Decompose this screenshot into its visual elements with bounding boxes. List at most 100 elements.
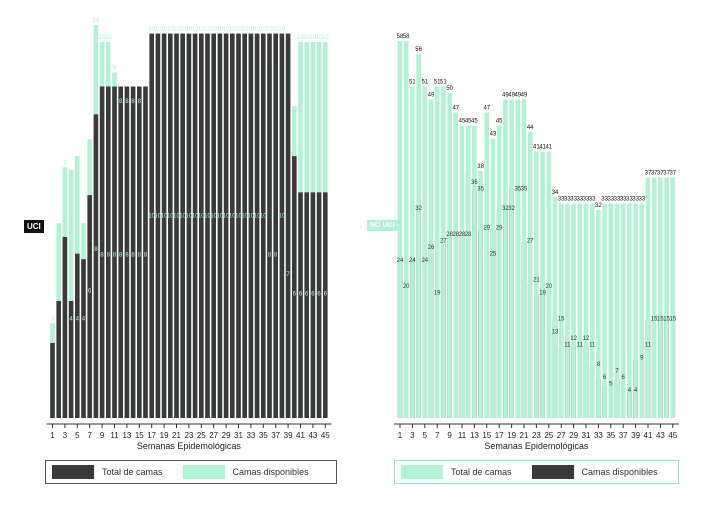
data-label: 4	[82, 317, 86, 323]
data-label: 10	[223, 213, 230, 219]
data-label: 32	[415, 206, 422, 212]
bar-total-w7	[87, 195, 92, 418]
x-tick-label: 1	[398, 431, 403, 440]
bar-total-w39	[633, 203, 638, 418]
data-label: 37	[651, 171, 658, 177]
x-tick-label: 37	[619, 431, 628, 440]
bar-total-w22	[527, 132, 533, 418]
x-tick-label: 23	[532, 431, 541, 440]
bar-total-w35	[608, 203, 614, 418]
bar-total-w18	[503, 99, 508, 418]
x-tick-label: 43	[656, 431, 665, 440]
data-label: 10	[179, 27, 186, 33]
bar-total-w35	[261, 33, 266, 418]
bar-total-w40	[639, 203, 645, 418]
bar-total-w45	[323, 192, 328, 418]
bar-total-w20	[515, 99, 521, 418]
x-tick-label: 33	[594, 431, 603, 440]
bar-total-w10	[106, 86, 111, 418]
x-tick-label: 45	[668, 431, 677, 440]
data-label: 33	[576, 197, 583, 203]
data-label: 10	[217, 27, 224, 33]
bar-total-w19	[509, 99, 514, 418]
bar-total-w12	[118, 86, 123, 418]
data-label: 8	[94, 247, 98, 253]
x-axis-title: Semanas Epidemológicas	[484, 441, 589, 451]
x-tick-label: 19	[507, 431, 516, 440]
data-label: 7	[63, 160, 67, 166]
bar-total-w5	[75, 253, 80, 418]
data-label: 11	[564, 343, 571, 349]
legend-swatch-total	[401, 465, 443, 479]
x-tick-label: 27	[557, 431, 566, 440]
bar-total-w16	[143, 86, 148, 418]
data-label: 20	[403, 284, 410, 290]
legend-label-total: Total de camas	[102, 467, 163, 477]
data-label: 37	[657, 171, 664, 177]
legend-right: Total de camas Camas disponibles	[394, 460, 679, 484]
x-tick-label: 19	[160, 431, 169, 440]
data-label: 35	[521, 187, 528, 193]
bar-total-w12	[465, 125, 471, 418]
data-label: 10	[167, 213, 174, 219]
data-label: 51	[440, 80, 447, 86]
bar-total-w21	[174, 33, 179, 418]
data-label: 9	[113, 66, 117, 72]
data-label: 45	[496, 119, 503, 125]
bar-total-w2	[403, 41, 409, 418]
bar-total-w32	[242, 33, 247, 418]
data-label: 10	[248, 27, 255, 33]
x-tick-label: 13	[122, 431, 131, 440]
bar-total-w21	[521, 99, 527, 418]
data-label: 10	[248, 213, 255, 219]
data-label: 10	[186, 27, 193, 33]
data-label: 49	[502, 93, 509, 99]
data-label: 3	[51, 316, 55, 322]
x-tick-label: 25	[544, 431, 553, 440]
data-label: 41	[545, 145, 552, 151]
data-label: 43	[490, 132, 497, 138]
legend-left: Total de camas Camas disponibles	[45, 460, 337, 484]
data-label: 7	[76, 163, 80, 169]
data-label: 10	[204, 27, 211, 33]
data-label: 56	[415, 47, 422, 53]
data-label: 12	[583, 336, 590, 342]
data-label: 29	[483, 226, 490, 232]
bar-total-w27	[558, 203, 564, 418]
data-label: 10	[266, 27, 273, 33]
data-label: 51	[421, 80, 428, 86]
bar-total-w36	[267, 33, 272, 418]
bar-disponibles-w4	[68, 170, 74, 418]
x-axis-title: Semanas Epidemológicas	[137, 441, 242, 451]
bar-total-w29	[223, 33, 229, 418]
bar-total-w3	[410, 86, 415, 418]
legend-label-total: Total de camas	[451, 467, 512, 477]
x-tick-label: 31	[234, 431, 243, 440]
bar-total-w33	[248, 33, 254, 418]
data-label: 10	[279, 213, 286, 219]
bar-total-w4	[68, 301, 74, 418]
bar-total-w44	[316, 192, 322, 418]
x-tick-label: 41	[644, 431, 653, 440]
data-label: 4	[57, 297, 61, 303]
data-label: 8	[597, 362, 601, 368]
x-tick-label: 21	[172, 431, 181, 440]
bar-total-w34	[602, 203, 607, 418]
data-label: 10	[254, 213, 261, 219]
bar-total-w23	[534, 151, 539, 418]
bar-total-w18	[155, 33, 161, 418]
bar-total-w42	[304, 192, 309, 418]
bar-total-w41	[298, 192, 303, 418]
data-label: 25	[490, 252, 497, 258]
data-label: 10	[310, 35, 317, 41]
data-label: 29	[496, 226, 503, 232]
bar-total-w6	[81, 259, 86, 418]
data-label: 38	[477, 164, 484, 170]
data-label: 6	[305, 291, 309, 297]
legend-item-disponibles: Camas disponibles	[182, 465, 323, 479]
data-label: 19	[539, 291, 546, 297]
x-tick-label: 9	[447, 431, 452, 440]
data-label: 37	[669, 171, 676, 177]
data-label: 10	[316, 35, 323, 41]
data-label: 28	[465, 232, 472, 238]
